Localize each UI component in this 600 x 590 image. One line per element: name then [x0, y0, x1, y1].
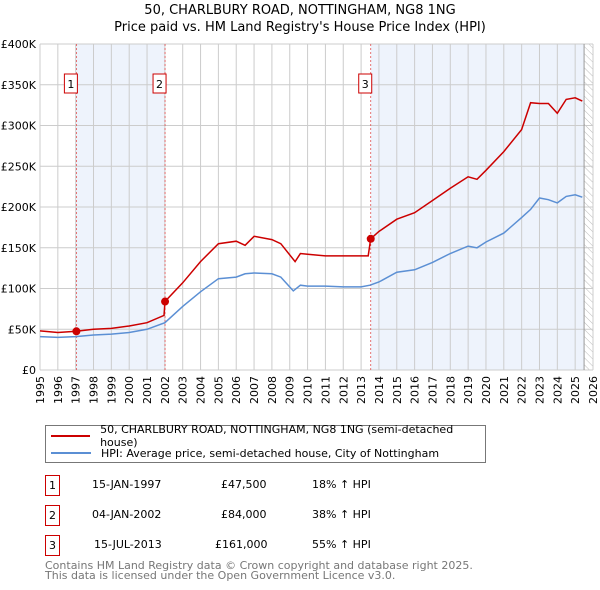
y-tick-label: £300K — [1, 120, 37, 133]
footer-licence: This data is licensed under the Open Gov… — [45, 569, 396, 582]
x-tick-label: 2018 — [444, 376, 457, 404]
y-tick-label: £50K — [8, 323, 37, 336]
x-tick-label: 1998 — [88, 376, 101, 404]
sale-row-3: 3 15-JUL-2013 £161,000 55% ↑ HPI — [45, 535, 445, 556]
sale-badge: 2 — [45, 505, 60, 526]
property-price-line — [39, 97, 583, 334]
sale-marker-label: 2 — [156, 78, 163, 91]
sale-marker-label: 1 — [67, 78, 74, 91]
legend-item-hpi: HPI: Average price, semi-detached house,… — [51, 445, 439, 461]
x-tick-label: 2009 — [284, 376, 297, 404]
legend-label-property: 50, CHARLBURY ROAD, NOTTINGHAM, NG8 1NG … — [100, 423, 454, 449]
x-tick-label: 2006 — [230, 376, 243, 404]
x-tick-label: 2013 — [355, 376, 368, 404]
price-chart: 1995 1996 1997 1998 1999 2000 2001 2002 2003 2004… — [1, 38, 600, 404]
x-tick-label: 2004 — [195, 376, 208, 404]
sale-point — [161, 297, 170, 306]
sale-marker-box — [63, 73, 78, 94]
y-tick-label: £0 — [22, 364, 36, 377]
hpi-line — [39, 194, 583, 339]
sale-price: £161,000 — [215, 538, 268, 551]
x-tick-label: 2000 — [123, 376, 136, 404]
y-tick-label: £350K — [1, 79, 37, 92]
legend-label-hpi: HPI: Average price, semi-detached house,… — [101, 446, 440, 460]
y-tick-label: £150K — [1, 242, 37, 255]
sale-marker-label: 3 — [362, 78, 369, 91]
y-tick-label: £200K — [1, 201, 37, 214]
sale-marker-box — [358, 73, 373, 94]
x-tick-label: 2021 — [498, 376, 511, 404]
x-tick-label: 2008 — [266, 376, 279, 404]
x-tick-label: 2016 — [409, 376, 422, 404]
x-tick-label: 2012 — [337, 376, 350, 404]
x-tick-label: 1995 — [34, 376, 47, 404]
sale-row-1: 1 15-JAN-1997 £47,500 18% ↑ HPI — [45, 475, 445, 496]
sale-point — [72, 327, 81, 336]
sale-badge: 3 — [45, 535, 60, 556]
x-tick-label: 2001 — [141, 376, 154, 404]
sale-marker-box — [152, 73, 167, 94]
x-tick-label: 2005 — [212, 376, 225, 404]
x-tick-label: 2022 — [516, 376, 529, 404]
chart-title: 50, CHARLBURY ROAD, NOTTINGHAM, NG8 1NG — [144, 3, 456, 18]
sale-hpi: 38% ↑ HPI — [312, 508, 371, 521]
sale-point — [366, 234, 375, 243]
x-tick-label: 2024 — [551, 376, 564, 404]
chart-subtitle: Price paid vs. HM Land Registry's House … — [114, 20, 486, 35]
x-tick-label: 2023 — [533, 376, 546, 404]
sale-hpi: 18% ↑ HPI — [312, 478, 371, 491]
sale-price: £47,500 — [221, 478, 267, 491]
x-tick-label: 2019 — [462, 376, 475, 404]
legend: 50, CHARLBURY ROAD, NOTTINGHAM, NG8 1NG … — [45, 423, 486, 463]
x-tick-label: 1997 — [70, 376, 83, 404]
x-tick-label: 2015 — [391, 376, 404, 404]
x-tick-label: 2007 — [248, 376, 261, 404]
x-tick-label: 2025 — [569, 376, 582, 404]
x-tick-label: 2020 — [480, 376, 493, 404]
sale-row-2: 2 04-JAN-2002 £84,000 38% ↑ HPI — [45, 505, 445, 526]
x-tick-label: 2026 — [587, 376, 600, 404]
legend-swatch-hpi — [51, 452, 91, 454]
x-tick-label: 2003 — [177, 376, 190, 404]
x-tick-label: 2017 — [426, 376, 439, 404]
sale-date: 15-JAN-1997 — [92, 478, 162, 491]
sale-hpi: 55% ↑ HPI — [312, 538, 371, 551]
sale-badge: 1 — [45, 475, 60, 496]
y-tick-label: £100K — [1, 283, 37, 296]
sale-date: 15-JUL-2013 — [94, 538, 162, 551]
x-tick-label: 2011 — [319, 376, 332, 404]
y-tick-label: £400K — [1, 38, 37, 51]
y-tick-label: £250K — [1, 160, 37, 173]
sale-price: £84,000 — [221, 508, 267, 521]
x-tick-label: 2014 — [373, 376, 386, 404]
x-tick-label: 2002 — [159, 376, 172, 404]
x-tick-label: 1999 — [105, 376, 118, 404]
sale-date: 04-JAN-2002 — [92, 508, 162, 521]
legend-item-property: 50, CHARLBURY ROAD, NOTTINGHAM, NG8 1NG … — [51, 423, 485, 449]
footer-copyright: Contains HM Land Registry data © Crown c… — [45, 559, 473, 572]
legend-swatch-property — [51, 435, 91, 437]
x-tick-label: 2010 — [302, 376, 315, 404]
x-tick-label: 1996 — [52, 376, 65, 404]
